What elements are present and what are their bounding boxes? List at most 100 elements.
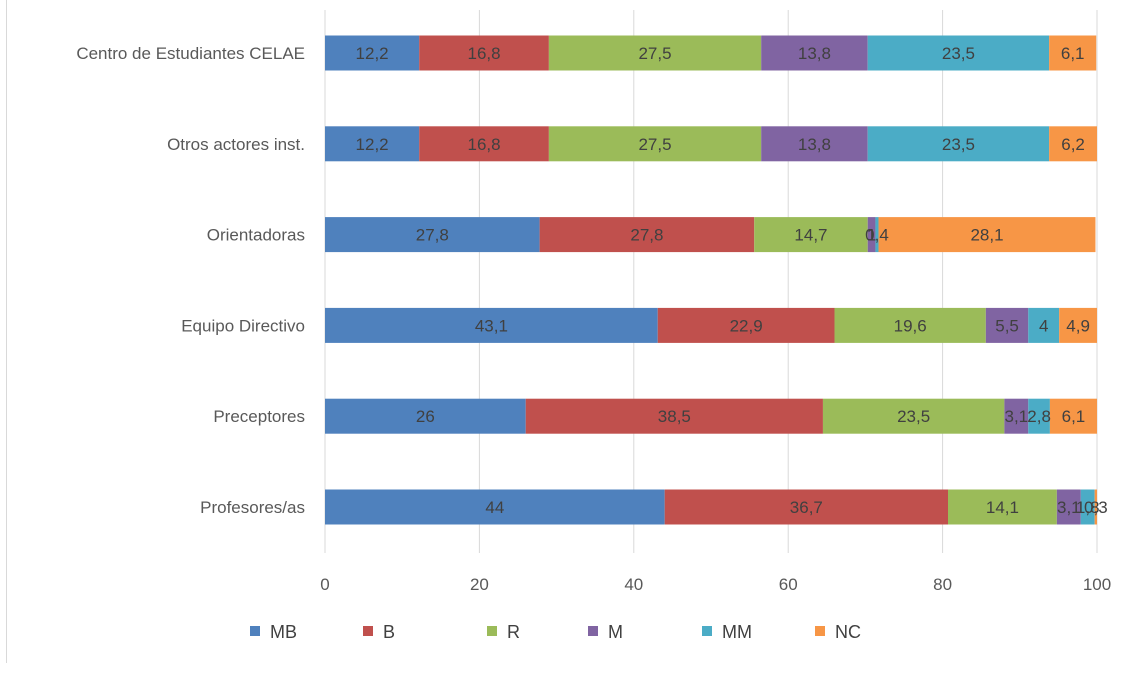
data-label: 0,3 (1084, 498, 1108, 517)
bar-segment-m (761, 126, 868, 162)
data-label: 12,2 (356, 44, 389, 63)
data-label: 23,5 (942, 44, 975, 63)
bar-segment-m (867, 217, 876, 253)
data-label: 4 (1039, 316, 1048, 335)
data-label: 27,8 (416, 226, 449, 245)
bar-segment-mb (325, 35, 420, 71)
data-label: 14,1 (986, 498, 1019, 517)
bar-segment-nc (878, 217, 1096, 253)
legend-label-r: R (507, 622, 520, 642)
label-layer: 44 36,7 14,1 3,11,80,326 38,5 23,5 3,1 2,8 6,143… (356, 44, 1108, 517)
data-label: 36,7 (790, 498, 823, 517)
legend-label-b: B (383, 622, 395, 642)
frame-border (6, 0, 7, 663)
bar-segment-mm (1080, 489, 1095, 525)
data-label: 27,5 (638, 44, 671, 63)
data-label: 3,1 (1005, 407, 1029, 426)
data-label: 23,5 (942, 135, 975, 154)
bar-segment-m (1004, 398, 1029, 434)
data-label: 16,8 (467, 44, 500, 63)
bar-segment-mb (325, 398, 526, 434)
x-tick-label: 0 (320, 575, 329, 594)
bar-segment-mm (875, 217, 879, 253)
bar-segment-m (1056, 489, 1081, 525)
bar-segment-mb (325, 217, 540, 253)
bar-segment-r (822, 398, 1005, 434)
data-label: 27,8 (630, 226, 663, 245)
data-label: 1 (867, 226, 876, 245)
data-label: 3,1 (1057, 498, 1081, 517)
bar-segment-mm (867, 126, 1050, 162)
data-label: 19,6 (894, 316, 927, 335)
y-category-label: Otros actores inst. (167, 135, 305, 154)
data-label: 13,8 (798, 135, 831, 154)
y-category-label: Preceptores (213, 407, 305, 426)
data-label: 6,2 (1061, 135, 1085, 154)
bar-segment-r (834, 307, 986, 343)
bar-segment-nc (1049, 35, 1097, 71)
bar-segment-mm (1028, 398, 1050, 434)
bar-segment-nc (1059, 307, 1097, 343)
legend-marker-mm (702, 626, 712, 636)
bar-segment-mm (867, 35, 1050, 71)
bar-segment-mm (1028, 307, 1060, 343)
data-label: 1,8 (1076, 498, 1100, 517)
bar-segment-nc (1049, 398, 1097, 434)
legend-label-nc: NC (835, 622, 861, 642)
data-label: 26 (416, 407, 435, 426)
bar-segment-mb (325, 489, 665, 525)
bar-segment-b (525, 398, 823, 434)
data-label: 28,1 (970, 226, 1003, 245)
y-category-label: Equipo Directivo (181, 316, 305, 335)
x-tick-label: 60 (779, 575, 798, 594)
legend-label-m: M (608, 622, 623, 642)
x-tick-label: 100 (1083, 575, 1111, 594)
grid-layer (324, 10, 1098, 553)
data-label: 0,4 (865, 226, 889, 245)
bar-layer (325, 35, 1097, 525)
bar-segment-mb (325, 126, 420, 162)
bar-segment-b (419, 35, 549, 71)
data-label: 14,7 (794, 226, 827, 245)
axis-layer: 0 20 40 60 80 100 Profesores/as Preceptores Equi… (76, 44, 1111, 594)
data-label: 6,1 (1061, 44, 1085, 63)
data-label: 12,2 (356, 135, 389, 154)
legend-label-mb: MB (270, 622, 297, 642)
data-label: 44 (485, 498, 504, 517)
legend-marker-b (363, 626, 373, 636)
y-category-label: Orientadoras (207, 226, 305, 245)
y-category-label: Profesores/as (200, 498, 305, 517)
bar-segment-nc (1094, 489, 1097, 525)
bar-segment-m (985, 307, 1029, 343)
data-label: 4,9 (1066, 316, 1090, 335)
legend-marker-m (588, 626, 598, 636)
data-label: 22,9 (730, 316, 763, 335)
bar-segment-r (948, 489, 1057, 525)
legend: MB B R M MM NC (250, 622, 861, 642)
data-label: 5,5 (995, 316, 1019, 335)
data-label: 2,8 (1027, 407, 1051, 426)
y-category-label: Centro de Estudiantes CELAE (76, 44, 305, 63)
data-label: 23,5 (897, 407, 930, 426)
bar-segment-b (539, 217, 755, 253)
data-label: 13,8 (798, 44, 831, 63)
data-label: 38,5 (658, 407, 691, 426)
bar-segment-mb (325, 307, 658, 343)
legend-label-mm: MM (722, 622, 752, 642)
bar-segment-r (754, 217, 868, 253)
legend-marker-r (487, 626, 497, 636)
legend-marker-mb (250, 626, 260, 636)
x-tick-label: 40 (624, 575, 643, 594)
bar-segment-r (548, 35, 762, 71)
bar-segment-m (761, 35, 868, 71)
bar-segment-b (419, 126, 549, 162)
bar-segment-b (657, 307, 835, 343)
x-tick-label: 20 (470, 575, 489, 594)
bar-segment-b (664, 489, 949, 525)
data-label: 16,8 (467, 135, 500, 154)
legend-marker-nc (815, 626, 825, 636)
data-label: 43,1 (475, 316, 508, 335)
bar-segment-nc (1049, 126, 1097, 162)
